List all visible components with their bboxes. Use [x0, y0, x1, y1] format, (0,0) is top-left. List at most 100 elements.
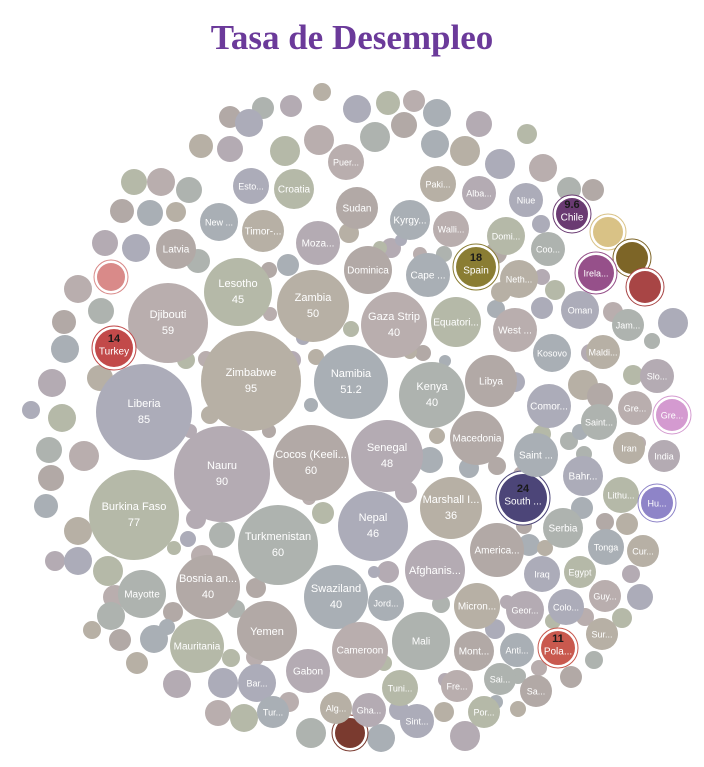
bubble	[462, 176, 496, 210]
bubble-label: Timor-...	[245, 227, 282, 238]
bubble-label: Por...	[473, 707, 494, 717]
bubble-label: Gre...	[624, 403, 647, 413]
bubble-highlight	[593, 217, 623, 247]
bubble-value: 77	[128, 517, 140, 529]
bubble-label: Libya	[479, 377, 503, 388]
bubble-filler	[429, 428, 445, 444]
bubble-label: Paki...	[425, 179, 450, 189]
bubble	[242, 210, 284, 252]
bubble-filler	[64, 275, 92, 303]
bubble-filler	[485, 149, 515, 179]
bubble-filler	[64, 517, 92, 545]
bubble	[506, 591, 544, 629]
bubble	[465, 355, 517, 407]
bubble-value: 45	[232, 294, 244, 306]
bubble-filler	[582, 179, 604, 201]
bubble-filler	[415, 345, 431, 361]
bubble-label: Sur...	[591, 629, 612, 639]
bubble-value: 40	[426, 397, 438, 409]
bubble-filler	[22, 401, 40, 419]
bubble	[89, 470, 179, 560]
bubble-filler	[246, 578, 266, 598]
bubble-label: Fre...	[446, 681, 467, 691]
bubble-filler	[122, 234, 150, 262]
bubble	[648, 440, 680, 472]
bubble-label: Domi...	[492, 231, 521, 241]
bubble-label: Irela...	[583, 268, 608, 278]
bubble-filler	[34, 494, 58, 518]
bubble-filler	[658, 308, 688, 338]
bubble-label: Afghanis...	[409, 565, 461, 577]
bubble-label: Turkey	[99, 347, 129, 358]
bubble	[286, 649, 330, 693]
bubble-label: Saint...	[585, 417, 613, 427]
bubble	[441, 670, 473, 702]
bubble	[400, 704, 434, 738]
bubble-label: Senegal	[367, 442, 407, 454]
bubble-filler	[616, 513, 638, 535]
bubble-label: Jam...	[616, 320, 641, 330]
bubble-label: Mauritania	[174, 642, 221, 653]
bubble	[420, 166, 456, 202]
bubble	[627, 535, 659, 567]
bubble-filler	[360, 122, 390, 152]
bubble	[304, 565, 368, 629]
bubble-label: Latvia	[163, 245, 190, 256]
bubble-label: Kyrgy...	[393, 216, 426, 227]
bubble-label: Micron...	[458, 602, 496, 613]
bubble-label: Geor...	[511, 605, 538, 615]
bubble-filler	[560, 666, 582, 688]
bubble	[656, 399, 688, 431]
bubble-label: Nepal	[359, 512, 388, 524]
bubble-filler	[377, 561, 399, 583]
bubble-filler	[38, 369, 66, 397]
bubble-filler	[466, 111, 492, 137]
bubble	[433, 211, 469, 247]
bubble	[420, 477, 482, 539]
bubble	[514, 433, 558, 477]
bubble-label: Guy...	[593, 591, 616, 601]
bubble-filler	[166, 202, 186, 222]
bubble-filler	[121, 169, 147, 195]
bubble	[618, 391, 652, 425]
bubble	[237, 601, 297, 661]
bubble	[589, 580, 621, 612]
bubble-label: Esto...	[238, 181, 264, 191]
bubble-value: 11	[552, 633, 564, 645]
bubble	[470, 523, 524, 577]
bubble-filler	[596, 513, 614, 531]
bubble-label: Hu...	[647, 498, 666, 508]
bubble-label: Serbia	[549, 524, 578, 535]
bubble	[174, 426, 270, 522]
bubble	[541, 631, 575, 665]
bubble	[368, 585, 404, 621]
bubble-label: India	[654, 451, 674, 461]
bubble-highlight	[616, 242, 648, 274]
bubble	[484, 663, 516, 695]
bubble	[527, 384, 571, 428]
bubble-label: Tonga	[594, 542, 619, 552]
bubble-filler	[209, 522, 235, 548]
bubble-filler	[110, 199, 134, 223]
bubble-highlight	[335, 718, 365, 748]
bubble-label: Equatori...	[433, 318, 479, 329]
bubble-label: America...	[474, 546, 519, 557]
bubble-filler	[38, 465, 64, 491]
bubble-label: Burkina Faso	[102, 501, 167, 513]
bubble	[454, 583, 500, 629]
bubble-value: 85	[138, 414, 150, 426]
bubble-label: Slo...	[647, 371, 668, 381]
bubble-filler	[51, 335, 79, 363]
bubble-filler	[623, 365, 643, 385]
bubble	[586, 335, 620, 369]
bubble-label: Djibouti	[150, 309, 187, 321]
bubble	[382, 670, 418, 706]
bubble-label: Gaza Strip	[368, 311, 420, 323]
bubble-filler	[189, 134, 213, 158]
bubble-filler	[343, 321, 359, 337]
bubble-label: Neth...	[506, 274, 533, 284]
bubble-label: Zambia	[295, 292, 333, 304]
bubble-filler	[391, 112, 417, 138]
bubble-filler	[517, 124, 537, 144]
bubble-label: Cocos (Keeli...	[275, 449, 347, 461]
